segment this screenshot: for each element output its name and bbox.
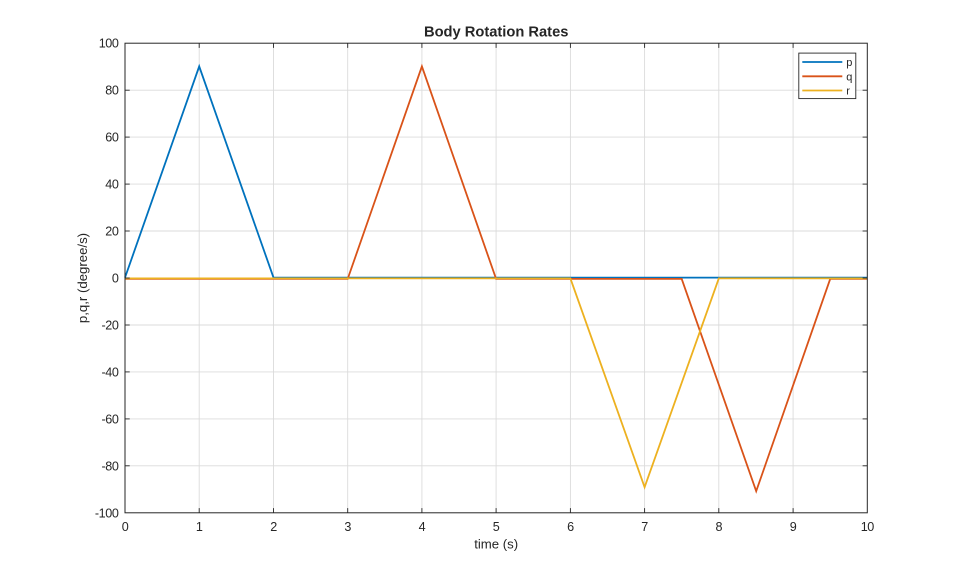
svg-text:7: 7 xyxy=(641,520,648,534)
svg-text:r: r xyxy=(846,86,850,98)
svg-text:p: p xyxy=(846,57,852,69)
svg-text:5: 5 xyxy=(493,520,500,534)
svg-text:60: 60 xyxy=(105,131,119,145)
svg-text:0: 0 xyxy=(112,272,119,286)
svg-text:10: 10 xyxy=(861,520,875,534)
svg-text:80: 80 xyxy=(105,84,119,98)
svg-text:40: 40 xyxy=(105,178,119,192)
svg-text:-80: -80 xyxy=(101,459,118,473)
svg-text:2: 2 xyxy=(270,520,277,534)
svg-text:Body Rotation Rates: Body Rotation Rates xyxy=(424,24,568,40)
svg-text:-100: -100 xyxy=(95,506,119,520)
svg-text:4: 4 xyxy=(419,520,426,534)
svg-text:-40: -40 xyxy=(101,365,118,379)
svg-text:-20: -20 xyxy=(101,319,118,333)
svg-text:6: 6 xyxy=(567,520,574,534)
svg-text:-60: -60 xyxy=(101,412,118,426)
svg-text:1: 1 xyxy=(196,520,203,534)
svg-text:8: 8 xyxy=(715,520,722,534)
svg-text:3: 3 xyxy=(344,520,351,534)
svg-text:q: q xyxy=(846,71,852,83)
svg-text:100: 100 xyxy=(99,37,119,51)
svg-text:9: 9 xyxy=(790,520,797,534)
svg-text:20: 20 xyxy=(105,225,119,239)
svg-text:time (s): time (s) xyxy=(474,537,518,552)
svg-text:0: 0 xyxy=(122,520,129,534)
svg-text:p,q,r (degree/s): p,q,r (degree/s) xyxy=(75,233,90,323)
